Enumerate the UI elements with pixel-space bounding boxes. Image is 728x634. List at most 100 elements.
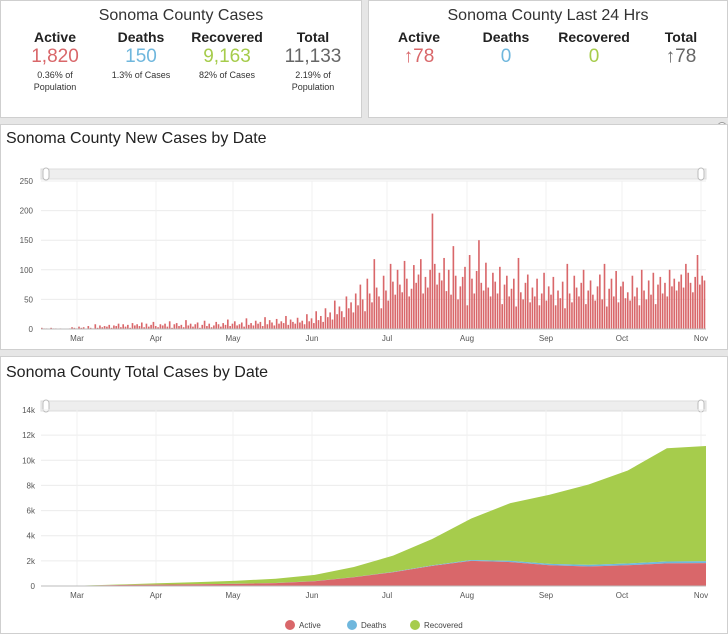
bar: [494, 281, 497, 329]
legend-deaths-label: Deaths: [361, 620, 387, 630]
bar: [424, 276, 427, 329]
active-label: Active: [33, 29, 77, 45]
bar: [564, 308, 566, 329]
deaths-label: Deaths: [117, 29, 165, 45]
bar: [536, 278, 538, 329]
bar: [106, 326, 108, 329]
bar: [150, 324, 152, 329]
bar: [517, 257, 520, 329]
y-tick-label: 4k: [27, 532, 36, 541]
bar: [145, 323, 148, 329]
bar: [510, 288, 513, 329]
bar: [378, 296, 380, 329]
bar: [394, 294, 397, 329]
y-tick-label: 50: [24, 295, 33, 304]
bar: [357, 305, 359, 329]
bar: [161, 325, 164, 329]
bar: [243, 326, 245, 329]
bar: [664, 282, 666, 329]
bar: [557, 290, 559, 329]
bar: [154, 326, 157, 329]
bar: [694, 276, 696, 329]
bar: [606, 306, 608, 329]
bar: [227, 319, 229, 329]
y-tick-label: 0: [29, 325, 34, 334]
bar: [336, 314, 338, 329]
bar: [308, 321, 311, 329]
bar: [320, 315, 322, 329]
bar: [238, 324, 241, 329]
last24-total-stat: Total ↑78: [641, 29, 721, 69]
bar: [592, 294, 594, 329]
bar: [515, 306, 517, 329]
bar: [315, 311, 317, 329]
legend-active[interactable]: Active: [285, 620, 321, 630]
bar: [499, 266, 501, 329]
bar: [636, 287, 638, 329]
bar: [41, 327, 43, 329]
bar: [513, 278, 515, 329]
bar: [192, 326, 194, 329]
bar: [175, 323, 178, 329]
bar: [431, 213, 434, 329]
new-cases-title: Sonoma County New Cases by Date: [6, 130, 267, 147]
bar: [464, 266, 466, 329]
bar: [406, 278, 408, 329]
bar: [292, 321, 294, 329]
bar: [366, 278, 369, 329]
bar: [599, 274, 601, 329]
legend-deaths[interactable]: Deaths: [347, 620, 386, 630]
bar: [299, 322, 301, 329]
totals-title: Sonoma County Cases: [98, 7, 264, 24]
bar: [692, 292, 694, 329]
bar: [519, 292, 522, 329]
bar: [601, 299, 603, 329]
bar: [524, 282, 527, 329]
bar: [566, 263, 569, 329]
legend-recovered[interactable]: Recovered: [410, 620, 463, 630]
bar: [496, 293, 499, 329]
bar: [701, 275, 703, 329]
bar: [399, 284, 401, 329]
bar: [194, 324, 197, 329]
bar: [173, 324, 176, 329]
bar: [71, 327, 73, 329]
bar: [457, 299, 459, 329]
recovered-stat: Recovered 9,163 82% of Cases: [187, 29, 267, 81]
bar: [182, 327, 185, 329]
bar: [134, 325, 136, 329]
x-tick-label: Mar: [70, 591, 84, 600]
bar: [543, 272, 545, 329]
bar: [50, 327, 52, 329]
x-tick-label: Aug: [460, 591, 474, 600]
bar: [254, 320, 257, 329]
bar: [382, 275, 385, 329]
bar: [217, 324, 220, 329]
total-cases-chart: 0 2k 4k 6k 8k 10k 12k 14k Mar Apr May Jun Jul Aug Sep O…: [22, 399, 708, 600]
bar: [278, 323, 280, 329]
bar: [503, 284, 506, 329]
bar: [266, 324, 269, 329]
bar: [294, 323, 297, 329]
bar: [473, 293, 476, 329]
x-tick-label: May: [225, 334, 240, 343]
bar: [529, 302, 531, 329]
new-cases-panel: Sonoma County New Cases by Date 0 50 100 15…: [0, 124, 728, 350]
area-recovered: [41, 446, 706, 586]
bar: [166, 326, 169, 329]
x-tick-label: Nov: [694, 334, 708, 343]
bar: [578, 296, 580, 329]
bar: [629, 300, 631, 329]
last24-active-value: ↑78: [403, 46, 435, 67]
bar: [575, 287, 578, 329]
bar: [657, 284, 659, 329]
legend-active-label: Active: [299, 620, 321, 630]
bar: [296, 317, 299, 329]
bar: [703, 280, 706, 329]
bar: [210, 327, 213, 329]
total-cases-title: Sonoma County Total Cases by Date: [6, 364, 269, 381]
last24-total-label: Total: [664, 29, 698, 45]
bar: [401, 292, 404, 329]
y-tick-label: 0: [31, 582, 36, 591]
bar: [120, 327, 122, 329]
